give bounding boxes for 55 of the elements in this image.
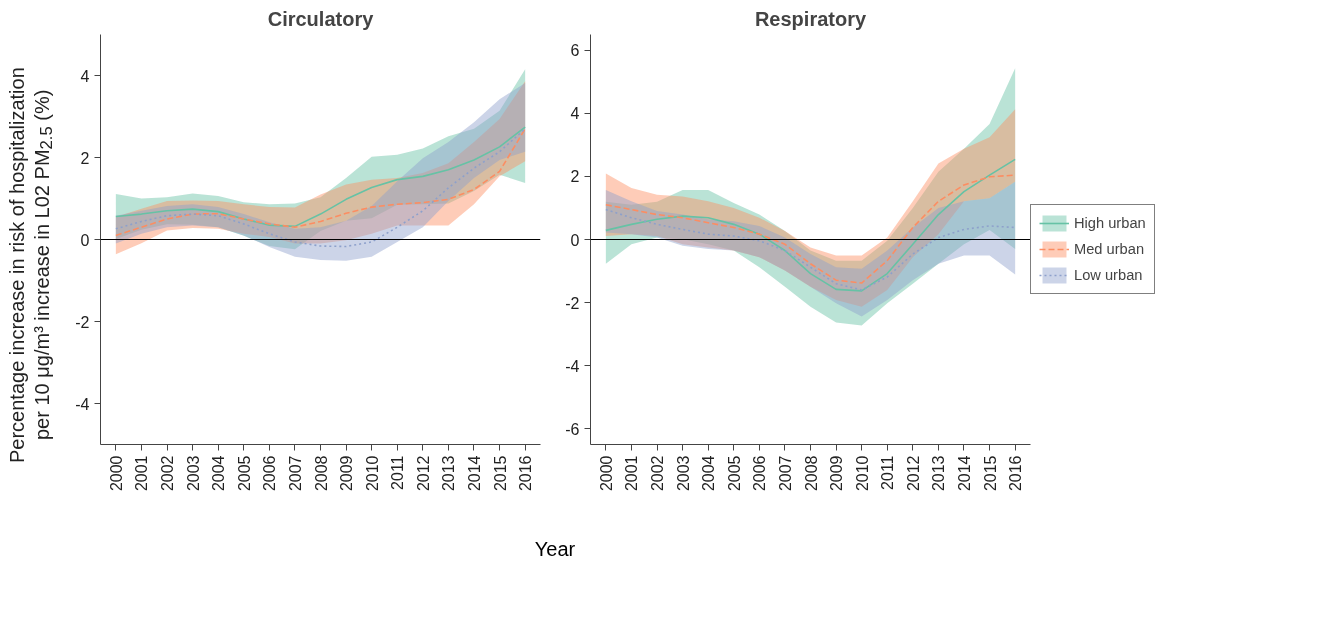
line-series: [605, 158, 1016, 292]
x-tick-label: 2014: [465, 455, 483, 492]
x-tick-label: 2015: [491, 455, 509, 492]
y-tick-label: 4: [80, 67, 90, 85]
x-tick-label: 2011: [879, 455, 897, 490]
y-tick-label: -6: [565, 420, 580, 438]
legend-label: Med urban: [1074, 241, 1145, 257]
legend-label: Low urban: [1074, 267, 1143, 283]
x-tick-label: 2006: [261, 455, 279, 492]
y-tick-label: -4: [75, 395, 90, 413]
x-tick-label: 2003: [184, 455, 202, 492]
x-tick-label: 2012: [414, 455, 432, 492]
legend-label: High urban: [1074, 215, 1146, 231]
line-series: [605, 208, 1016, 291]
x-tick-label: 2005: [725, 455, 743, 492]
x-tick-label: 2013: [440, 455, 458, 492]
x-tick-label: 2013: [930, 455, 948, 492]
x-tick-label: 2008: [312, 455, 330, 492]
y-tick-label: 6: [570, 42, 580, 60]
y-tick-label: 4: [570, 105, 580, 123]
y-tick-label: 0: [570, 231, 580, 249]
y-tick-label: 2: [80, 149, 90, 167]
x-tick-label: 2016: [517, 455, 535, 492]
x-tick-label: 2004: [210, 455, 228, 492]
y-tick-label: -2: [75, 313, 90, 331]
x-tick-label: 2010: [853, 455, 871, 492]
x-tick-label: 2015: [981, 455, 999, 492]
x-tick-label: 2007: [776, 455, 794, 492]
y-tick-label: 0: [80, 231, 90, 249]
x-tick-label: 2002: [159, 455, 177, 492]
x-tick-label: 2001: [623, 455, 641, 492]
x-tick-label: 2009: [338, 455, 356, 492]
x-tick-label: 2011: [389, 455, 407, 490]
x-tick-label: 2005: [235, 455, 253, 492]
chart-title: Circulatory: [267, 7, 375, 30]
y-tick-label: 2: [570, 168, 580, 186]
x-tick-label: 2002: [649, 455, 667, 492]
y-tick-label: -4: [565, 357, 580, 375]
x-axis-title: Year: [534, 537, 576, 562]
x-tick-label: 2009: [828, 455, 846, 492]
x-tick-label: 2012: [904, 455, 922, 492]
x-tick-label: 2001: [133, 455, 151, 492]
x-tick-label: 2016: [1007, 455, 1025, 492]
x-tick-label: 2006: [751, 455, 769, 492]
line-series: [605, 174, 1016, 284]
x-tick-label: 2003: [674, 455, 692, 492]
x-tick-label: 2008: [802, 455, 820, 492]
x-tick-label: 2010: [363, 455, 381, 492]
x-tick-label: 2014: [955, 455, 973, 492]
x-tick-label: 2000: [597, 455, 615, 492]
y-tick-label: -2: [565, 294, 580, 312]
chart-title: Respiratory: [754, 7, 867, 30]
x-tick-label: 2007: [286, 455, 304, 492]
x-tick-label: 2004: [700, 455, 718, 492]
x-tick-label: 2000: [107, 455, 125, 492]
